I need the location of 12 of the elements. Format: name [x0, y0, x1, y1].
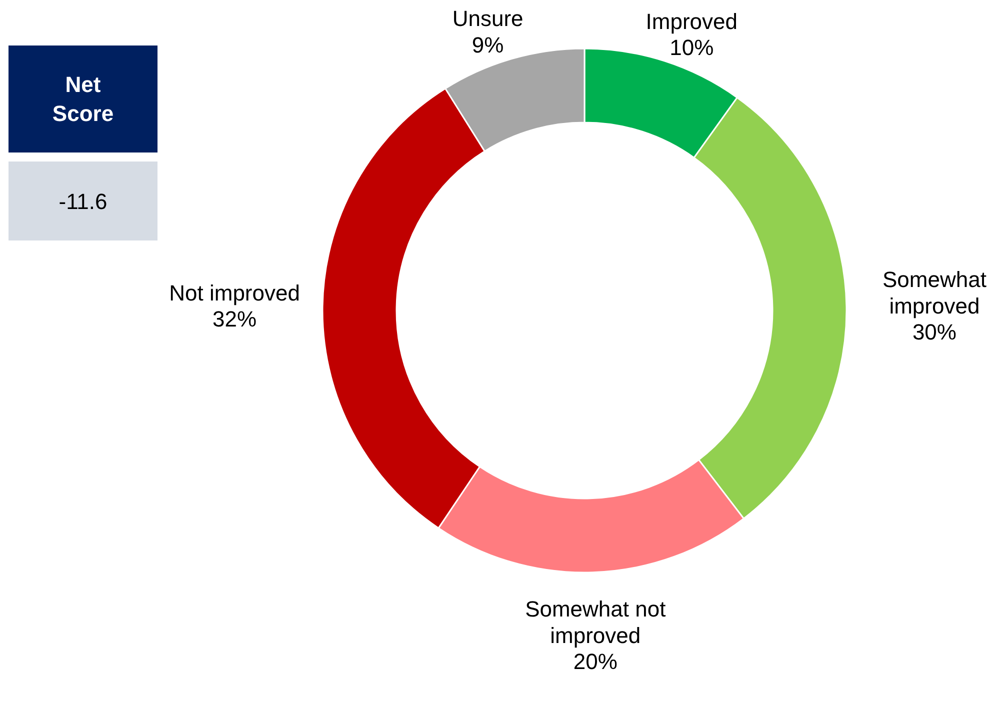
- data-label: 9%: [472, 32, 504, 58]
- data-label: 32%: [212, 306, 257, 332]
- slice-label: Improved: [646, 8, 738, 34]
- slice-label: Not improved: [169, 280, 300, 306]
- data-label: 30%: [912, 320, 956, 345]
- slice-label: Somewhat not improved: [525, 596, 666, 648]
- text: Net Score: [52, 72, 114, 126]
- slice-label: Somewhat improved: [882, 267, 986, 318]
- data-label: 20%: [573, 649, 618, 674]
- text: -11.6: [58, 189, 108, 214]
- slice-label: Unsure: [452, 6, 524, 32]
- data-label: 10%: [670, 35, 714, 60]
